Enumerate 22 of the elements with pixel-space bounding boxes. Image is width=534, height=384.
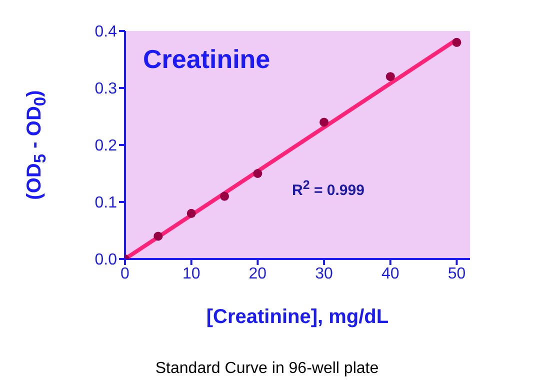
- y-tick-label: 0.0: [94, 252, 118, 269]
- x-tick-label: 10: [182, 265, 200, 282]
- x-axis-title: [Creatinine], mg/dL: [206, 306, 389, 328]
- point: [253, 169, 262, 178]
- y-tick-label: 0.2: [94, 138, 118, 155]
- x-tick-label: 30: [315, 265, 334, 282]
- point: [220, 192, 230, 201]
- text: Standard Curve in 96-well plate: [155, 360, 379, 377]
- x-tick-label: 40: [381, 265, 400, 282]
- point: [186, 208, 196, 218]
- x-tick-label: 0: [120, 265, 130, 282]
- y-tick-label: 0.1: [94, 194, 118, 212]
- annotation: R$^{2}$ = 0.999: [292, 178, 364, 199]
- point: [386, 72, 395, 82]
- text: Creatinine: [143, 44, 270, 75]
- x-tick-label: 50: [448, 265, 466, 282]
- point: [320, 118, 329, 127]
- y-tick-label: 0.4: [94, 24, 118, 41]
- point: [154, 232, 163, 241]
- x-tick-label: 20: [248, 265, 267, 282]
- point: [452, 38, 462, 47]
- y-tick-label: 0.3: [94, 80, 118, 98]
